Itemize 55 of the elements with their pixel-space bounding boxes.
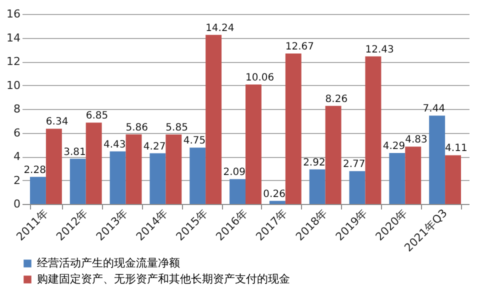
data-label: 5.85 (166, 122, 188, 134)
bar (86, 122, 102, 204)
data-label: 4.75 (183, 136, 206, 147)
bar (445, 155, 462, 204)
y-tick-label: 14 (6, 31, 20, 44)
data-label: 2.77 (342, 159, 366, 170)
data-label: 7.44 (422, 104, 446, 115)
legend-label: 购建固定资产、无形资产和其他长期资产支付的现金 (37, 272, 290, 286)
bar (150, 153, 166, 204)
bar (30, 176, 46, 204)
data-label: 4.83 (405, 134, 428, 146)
data-label: 0.26 (263, 188, 286, 200)
bar (206, 34, 222, 204)
data-label: 5.86 (126, 122, 148, 134)
bar (166, 134, 182, 204)
y-tick-label: 10 (6, 78, 20, 92)
data-label: 12.43 (365, 44, 394, 56)
data-label: 8.26 (325, 94, 348, 105)
bar (365, 56, 382, 204)
data-label: 3.81 (64, 146, 86, 158)
data-label: 4.11 (445, 143, 468, 154)
data-label: 14.24 (206, 22, 234, 34)
y-tick-label: 6 (14, 126, 20, 140)
bar (429, 116, 446, 204)
bar (46, 128, 62, 204)
data-label: 2.92 (303, 157, 326, 168)
bar (126, 134, 142, 204)
y-tick-label: 4 (14, 150, 20, 163)
bar (349, 171, 366, 204)
data-label: 12.67 (285, 42, 314, 53)
y-tick-label: 16 (6, 8, 20, 20)
bar (285, 54, 302, 204)
bar (190, 148, 206, 204)
y-tick-label: 12 (6, 55, 20, 68)
data-label: 6.85 (86, 110, 108, 122)
bar (230, 179, 246, 204)
data-label: 2.09 (223, 167, 246, 178)
data-label: 6.34 (46, 116, 68, 128)
data-label: 4.43 (104, 139, 126, 150)
y-tick-label: 0 (14, 198, 20, 210)
bar (246, 84, 262, 204)
bar (110, 151, 126, 204)
bar (309, 169, 326, 204)
y-tick-label: 8 (14, 102, 20, 116)
legend-label: 经营活动产生的现金流量净额 (37, 256, 180, 270)
bar (269, 200, 286, 204)
data-label: 10.06 (245, 72, 274, 84)
bar (70, 158, 86, 204)
y-tick-label: 2 (14, 174, 20, 187)
data-label: 4.27 (143, 141, 166, 152)
bar (389, 153, 406, 204)
bar (405, 146, 422, 204)
bar (325, 106, 342, 204)
data-label: 4.29 (382, 141, 406, 152)
data-label: 2.28 (24, 164, 46, 176)
